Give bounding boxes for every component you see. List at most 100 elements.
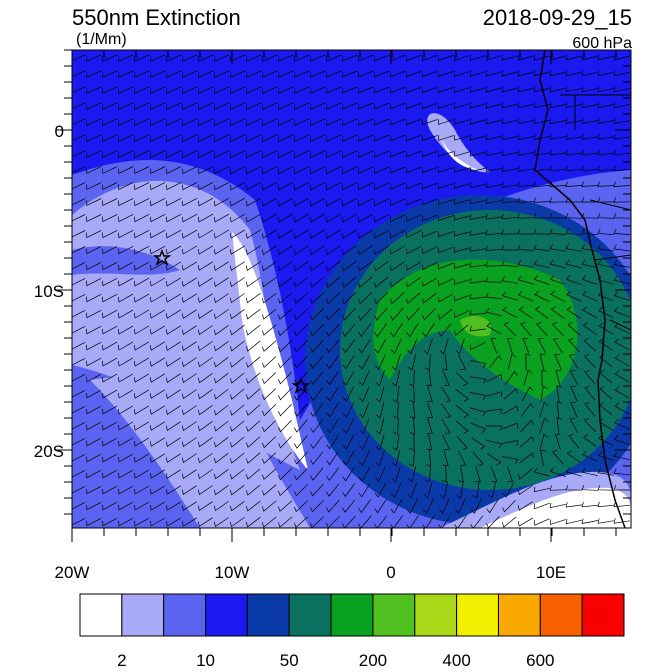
wind-barb <box>102 54 118 62</box>
wind-barb <box>584 369 596 385</box>
wind-barb <box>278 403 292 417</box>
wind-barb <box>134 70 150 78</box>
wind-barb <box>581 165 599 172</box>
wind-barb <box>133 517 150 527</box>
wind-barb <box>213 293 229 304</box>
wind-barb <box>198 86 214 94</box>
wind-barb <box>439 338 449 355</box>
wind-barb <box>390 182 406 190</box>
wind-barb <box>565 165 583 172</box>
wind-barb <box>310 339 324 353</box>
wind-barb <box>181 261 198 271</box>
wind-barb <box>261 500 277 512</box>
wind-barb <box>117 357 134 367</box>
wind-barb <box>86 246 102 255</box>
wind-barb <box>487 482 497 499</box>
wind-barb <box>391 354 401 371</box>
wind-barb <box>72 405 86 414</box>
wind-barb <box>294 86 310 94</box>
wind-barb <box>342 450 355 466</box>
wind-barb <box>566 306 581 319</box>
wind-barb <box>245 213 262 223</box>
wind-barb <box>422 135 438 142</box>
wind-barb <box>438 231 454 238</box>
wind-barb <box>117 405 134 415</box>
wind-barb <box>72 86 86 94</box>
wind-barb <box>246 118 262 126</box>
wind-barb <box>310 451 324 465</box>
wind-barb <box>523 369 533 386</box>
wind-barb <box>389 261 405 271</box>
wind-barb <box>325 229 341 239</box>
wind-barb <box>150 118 166 126</box>
wind-barb <box>277 197 294 207</box>
wind-barb <box>214 70 230 78</box>
wind-barb <box>565 54 582 61</box>
wind-barb <box>392 370 400 387</box>
wind-barb <box>374 102 390 110</box>
wind-barb <box>469 103 486 109</box>
wind-barb <box>310 387 324 402</box>
colorbar-box <box>497 593 541 637</box>
colorbar-box <box>456 593 499 637</box>
wind-barb <box>245 356 261 368</box>
wind-barb <box>570 402 578 418</box>
wind-barb <box>133 309 150 319</box>
wind-barb <box>165 325 181 335</box>
wind-barb <box>341 260 357 272</box>
wind-barb <box>245 500 261 512</box>
wind-barb <box>165 437 181 447</box>
wind-barb <box>310 403 323 418</box>
wind-barb <box>197 229 214 239</box>
wind-barb <box>534 306 549 319</box>
wind-barb <box>357 292 373 305</box>
wind-barb <box>118 229 134 239</box>
wind-barb <box>424 465 432 483</box>
wind-barb <box>133 389 150 399</box>
wind-barb <box>422 119 438 126</box>
wind-barb <box>277 356 292 369</box>
wind-barb <box>262 102 278 110</box>
wind-barb <box>581 501 599 508</box>
wind-barb <box>501 102 518 109</box>
wind-barb <box>485 55 502 61</box>
wind-barb <box>245 420 261 432</box>
wind-barb <box>421 308 436 321</box>
wind-barb <box>101 309 118 319</box>
wind-barb <box>117 325 134 335</box>
wind-barb <box>149 501 166 511</box>
wind-barb <box>213 245 229 255</box>
wind-barb <box>613 228 631 235</box>
wind-barb <box>85 437 102 447</box>
wind-barb <box>437 293 454 303</box>
wind-barb <box>117 469 134 479</box>
wind-barb <box>565 197 583 203</box>
wind-barb <box>197 485 213 496</box>
wind-barb <box>566 290 582 302</box>
wind-barb <box>582 434 597 448</box>
wind-barb <box>197 501 213 511</box>
wind-barb <box>389 276 405 288</box>
wind-barb <box>374 323 387 338</box>
wind-barb <box>533 467 550 477</box>
wind-barb <box>165 389 181 399</box>
wind-barb <box>519 436 535 448</box>
wind-barb <box>86 309 102 319</box>
wind-barb <box>102 214 118 223</box>
wind-barb <box>181 517 197 527</box>
wind-barb <box>485 198 502 204</box>
wind-barb <box>438 199 454 205</box>
wind-barb <box>453 103 470 109</box>
wind-barb <box>469 119 486 125</box>
wind-barb <box>549 134 566 140</box>
wind-barb <box>555 369 562 386</box>
wind-barb <box>374 86 390 94</box>
wind-barb <box>101 469 118 479</box>
x-tick-label: 10W <box>215 563 250 582</box>
wind-barb <box>422 246 438 254</box>
wind-barb <box>72 70 86 78</box>
wind-barb <box>230 102 246 110</box>
wind-barb <box>278 86 294 94</box>
field-region <box>480 487 631 528</box>
wind-barb <box>149 293 166 303</box>
